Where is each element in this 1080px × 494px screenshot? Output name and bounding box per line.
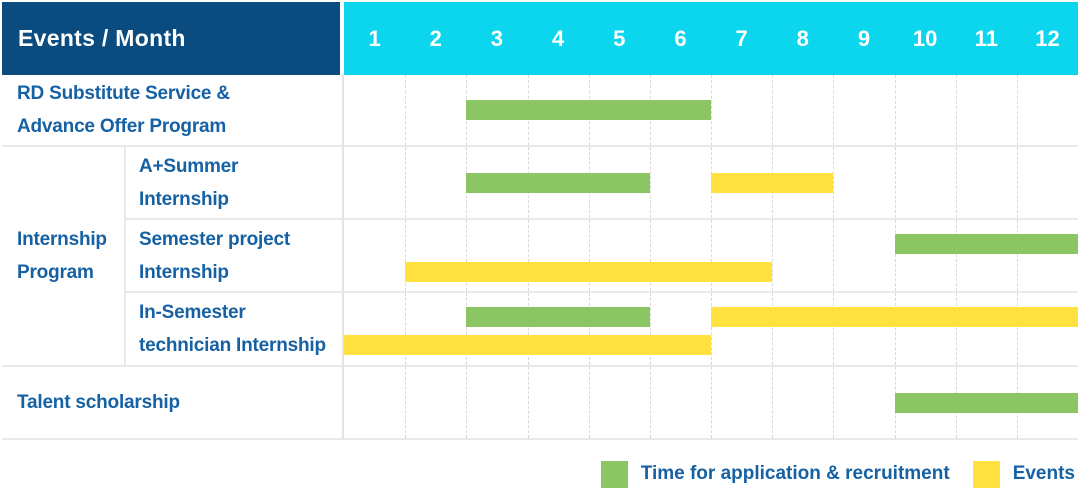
month-header-cell: 8 <box>796 25 809 51</box>
month-gridline <box>711 75 712 145</box>
green-swatch-icon <box>600 460 628 488</box>
header-events-month: Events / Month <box>2 2 340 75</box>
month-gridline <box>527 367 529 438</box>
row-label-a-summer-internship: A+Summer Internship <box>126 147 342 220</box>
row-label-line: A+Summer <box>139 155 239 177</box>
month-gridline <box>527 293 529 365</box>
month-header-cell: 1 <box>368 25 381 51</box>
group-label-line: Program <box>17 262 94 283</box>
month-gridline <box>405 220 407 291</box>
month-gridline <box>955 147 957 218</box>
gantt-bar-application <box>894 234 1078 254</box>
month-gridline <box>833 75 835 145</box>
month-gridline <box>588 220 590 291</box>
row-label-line: Internship <box>139 188 229 210</box>
month-header-cell: 4 <box>551 25 565 51</box>
month-gridline <box>772 367 774 438</box>
month-gridline <box>649 293 651 365</box>
gantt-row-semester-project <box>342 220 1078 293</box>
month-gridline <box>1016 147 1018 218</box>
month-gridline <box>405 367 407 438</box>
row-label-in-semester-technician-internship: In-Semester technician Internship <box>126 293 342 367</box>
row-label-semester-project-internship: Semester project Internship <box>126 220 342 293</box>
month-header-cell: 2 <box>429 25 442 51</box>
month-gridline <box>711 293 712 365</box>
gantt-bar-application <box>894 392 1078 413</box>
month-gridline <box>1016 293 1018 365</box>
month-gridline <box>649 147 651 218</box>
month-gridline <box>1016 220 1018 291</box>
legend: Time for application & recruitment Event… <box>600 458 1075 490</box>
gantt-row-a-summer <box>342 147 1078 220</box>
month-gridline <box>466 293 468 365</box>
gantt-row-rd-substitute <box>342 75 1078 147</box>
events-month-table: Events / Month 1 2 3 4 5 6 7 8 9 10 11 1… <box>2 2 1078 440</box>
month-header-cell: 7 <box>735 25 748 51</box>
month-gridline <box>466 220 468 291</box>
gantt-bar-event <box>344 335 711 355</box>
month-gridline <box>405 147 407 218</box>
legend-item-events: Events <box>972 460 1075 488</box>
month-gridline <box>894 75 896 145</box>
gantt-bar-event <box>405 262 773 282</box>
month-gridline <box>466 367 468 438</box>
month-gridline <box>1016 75 1018 145</box>
month-gridline <box>833 220 835 291</box>
legend-item-application: Time for application & recruitment <box>600 460 950 488</box>
row-label-talent-scholarship: Talent scholarship <box>2 367 342 440</box>
row-label-line: Talent scholarship <box>17 392 180 413</box>
month-gridline <box>527 220 529 291</box>
legend-label-application: Time for application & recruitment <box>640 463 950 484</box>
gantt-bar-event <box>711 172 834 193</box>
month-gridline <box>833 293 835 365</box>
legend-label-events: Events <box>1012 463 1075 484</box>
row-label-line: technician Internship <box>139 335 326 356</box>
table-body: RD Substitute Service & Advance Offer Pr… <box>2 75 1078 440</box>
row-label-line: RD Substitute Service & <box>17 83 230 104</box>
yellow-swatch-icon <box>972 460 1000 488</box>
table-header-row: Events / Month 1 2 3 4 5 6 7 8 9 10 11 1… <box>2 2 1078 75</box>
month-gridline <box>955 293 957 365</box>
row-label-line: Advance Offer Program <box>17 116 227 137</box>
row-label-line: Semester project <box>139 228 290 250</box>
month-gridline <box>588 293 590 365</box>
row-label-rd-substitute: RD Substitute Service & Advance Offer Pr… <box>2 75 342 147</box>
month-header-cell: 12 <box>1035 25 1060 51</box>
month-header-cell: 9 <box>857 25 871 51</box>
row-label-line: Internship <box>139 261 229 283</box>
month-header-strip: 1 2 3 4 5 6 7 8 9 10 11 12 <box>344 2 1078 75</box>
gantt-bar-event <box>711 307 1078 327</box>
month-header-cell: 3 <box>490 25 504 51</box>
month-header-cell: 6 <box>674 25 687 51</box>
month-gridline <box>833 147 835 218</box>
month-gridline <box>894 220 896 291</box>
gantt-bar-application <box>466 307 650 327</box>
gantt-bar-application <box>466 172 650 193</box>
row-label-line: In-Semester <box>139 302 246 323</box>
month-gridline <box>894 147 896 218</box>
month-gridline <box>711 220 712 291</box>
month-gridline <box>955 220 957 291</box>
month-gridline <box>649 367 651 438</box>
gantt-bar-application <box>466 100 711 120</box>
month-gridline <box>649 220 651 291</box>
month-gridline <box>955 75 957 145</box>
gantt-row-talent-scholarship <box>342 367 1078 440</box>
gantt-row-in-semester-technician <box>342 293 1078 367</box>
month-gridline <box>588 367 590 438</box>
group-label-line: Internship <box>17 229 107 250</box>
month-gridline <box>405 75 407 145</box>
month-gridline <box>772 220 774 291</box>
month-gridline <box>772 293 774 365</box>
month-header-cell: 5 <box>613 25 626 51</box>
month-gridline <box>405 293 407 365</box>
month-header-cell: 11 <box>974 25 998 51</box>
month-gridline <box>711 367 712 438</box>
month-gridline <box>772 75 774 145</box>
month-header-cell: 10 <box>912 25 938 51</box>
month-gridline <box>833 367 835 438</box>
month-gridline <box>894 293 896 365</box>
group-label-internship-program: Internship Program <box>2 147 126 367</box>
